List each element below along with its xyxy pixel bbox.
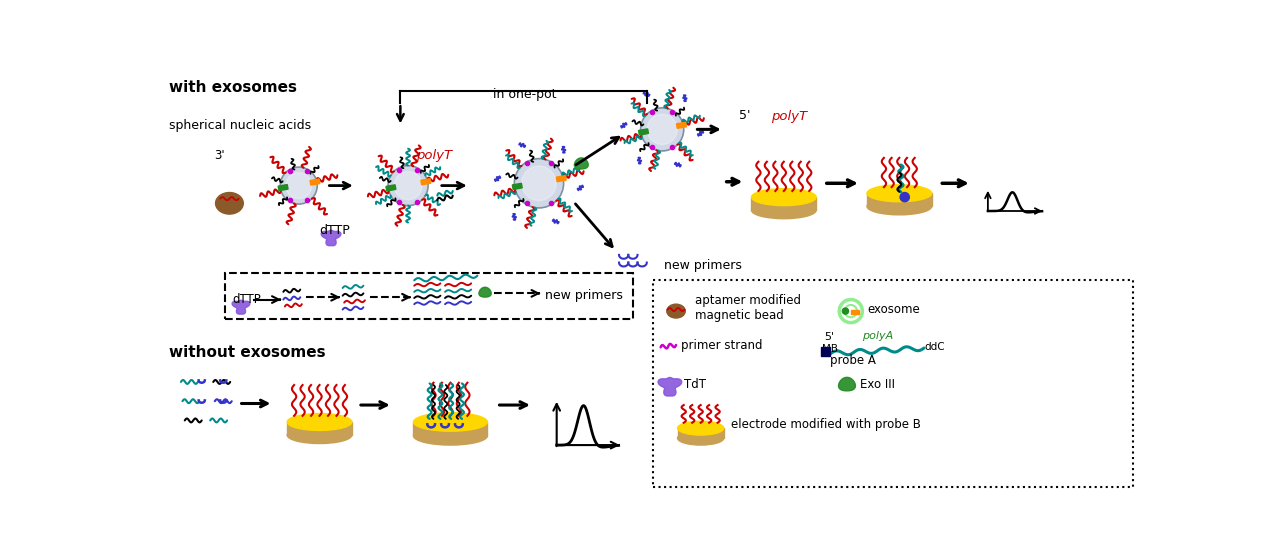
- Bar: [385, 185, 396, 191]
- Ellipse shape: [752, 202, 817, 219]
- Ellipse shape: [413, 427, 487, 445]
- Text: probe A: probe A: [831, 354, 876, 367]
- Circle shape: [280, 167, 317, 204]
- Text: in one-pot: in one-pot: [493, 88, 557, 101]
- Ellipse shape: [287, 427, 351, 444]
- Circle shape: [844, 305, 857, 317]
- Polygon shape: [479, 287, 491, 297]
- Circle shape: [842, 308, 848, 314]
- Bar: [413, 422, 487, 436]
- Bar: [287, 422, 351, 435]
- Polygon shape: [838, 378, 856, 391]
- Ellipse shape: [667, 304, 685, 318]
- Bar: [512, 183, 522, 189]
- Text: polyT: polyT: [416, 150, 451, 162]
- Bar: [557, 176, 567, 182]
- Circle shape: [515, 158, 563, 208]
- Text: without exosomes: without exosomes: [170, 345, 326, 360]
- Polygon shape: [574, 158, 588, 169]
- Text: polyA: polyA: [862, 331, 894, 341]
- Text: new primers: new primers: [663, 259, 742, 272]
- Text: dTTP: dTTP: [320, 224, 350, 237]
- Text: polyT: polyT: [771, 110, 808, 123]
- Text: exosome: exosome: [867, 303, 921, 316]
- Bar: [639, 129, 648, 135]
- Bar: [820, 347, 831, 355]
- Ellipse shape: [216, 193, 243, 214]
- Circle shape: [394, 172, 422, 200]
- Text: new primers: new primers: [545, 289, 623, 302]
- Text: 3': 3': [214, 150, 224, 162]
- Text: Exo III: Exo III: [860, 378, 895, 391]
- Text: 5': 5': [824, 332, 834, 342]
- Bar: [421, 179, 431, 185]
- Ellipse shape: [413, 413, 487, 431]
- Bar: [278, 184, 288, 190]
- Polygon shape: [232, 300, 250, 314]
- Text: with exosomes: with exosomes: [170, 80, 298, 95]
- Bar: [676, 122, 686, 129]
- Ellipse shape: [287, 413, 351, 431]
- Circle shape: [647, 114, 677, 145]
- Text: electrode modified with probe B: electrode modified with probe B: [732, 418, 922, 431]
- Bar: [309, 179, 320, 185]
- Ellipse shape: [677, 431, 724, 445]
- Ellipse shape: [677, 421, 724, 435]
- Bar: [867, 193, 932, 206]
- Circle shape: [640, 108, 683, 151]
- Text: primer strand: primer strand: [681, 339, 762, 352]
- Ellipse shape: [867, 185, 932, 202]
- Text: dTTP: dTTP: [232, 294, 261, 306]
- Circle shape: [388, 166, 429, 205]
- Bar: [677, 428, 724, 438]
- Text: ddC: ddC: [924, 342, 946, 352]
- Text: 5': 5': [739, 109, 751, 121]
- Ellipse shape: [752, 189, 817, 205]
- Circle shape: [285, 173, 312, 199]
- Bar: [752, 197, 817, 210]
- Text: TdT: TdT: [683, 378, 706, 391]
- Text: MB: MB: [823, 344, 838, 354]
- Circle shape: [521, 166, 557, 200]
- Polygon shape: [658, 378, 682, 396]
- Text: spherical nucleic acids: spherical nucleic acids: [170, 119, 312, 131]
- Bar: [851, 310, 858, 314]
- Polygon shape: [321, 230, 341, 246]
- Ellipse shape: [867, 198, 932, 215]
- Circle shape: [900, 193, 909, 202]
- Text: aptamer modified
magnetic bead: aptamer modified magnetic bead: [695, 294, 800, 322]
